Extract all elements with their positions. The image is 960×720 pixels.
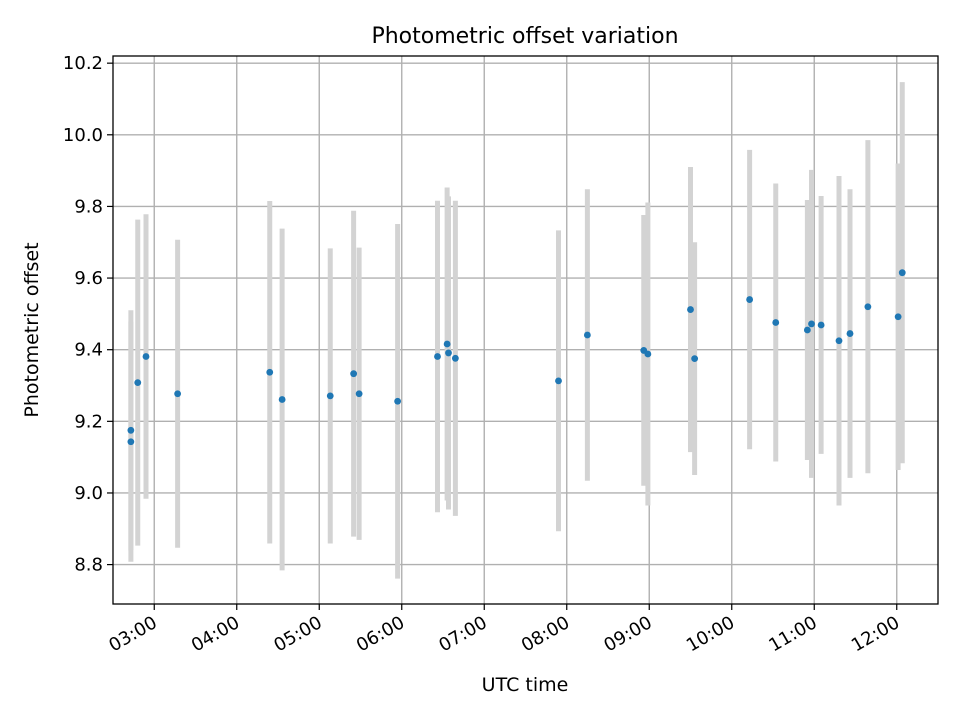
data-point [898, 269, 906, 277]
data-point [803, 326, 811, 334]
x-tick-label: 11:00 [765, 612, 820, 656]
data-point [772, 319, 780, 326]
y-axis: 8.8 9.0 9.2 9.4 9.6 9.8 10.0 10.2 [63, 53, 113, 576]
data-point [443, 340, 451, 348]
data-point [846, 330, 854, 337]
data-point [434, 353, 441, 360]
x-axis-title: UTC time [482, 674, 569, 696]
data-point [894, 313, 902, 321]
x-tick-label: 05:00 [270, 612, 325, 656]
data-point [555, 377, 562, 385]
data-point [687, 306, 694, 313]
x-axis: 03:00 04:00 05:00 06:00 07:00 08:00 09:00 10:00… [105, 604, 903, 656]
data-point [350, 370, 358, 378]
data-point [583, 331, 591, 339]
y-tick-label: 9.0 [74, 483, 103, 504]
x-tick-label: 08:00 [518, 612, 573, 656]
data-point [746, 296, 754, 303]
y-tick-label: 9.8 [74, 196, 103, 217]
data-point [808, 320, 815, 328]
data-point [691, 355, 699, 363]
x-tick-label: 09:00 [600, 612, 655, 656]
data-point [278, 396, 286, 403]
data-point [445, 349, 452, 357]
y-tick-label: 10.2 [63, 53, 103, 74]
y-tick-label: 9.6 [74, 268, 103, 289]
y-tick-label: 9.2 [74, 411, 103, 432]
y-tick-label: 10.0 [63, 125, 103, 146]
x-tick-label: 06:00 [353, 612, 408, 656]
y-axis-title: Photometric offset [21, 242, 43, 417]
chart-title: Photometric offset variation [371, 24, 678, 49]
data-point [644, 350, 652, 358]
x-tick-label: 03:00 [105, 612, 160, 656]
plot-background [113, 56, 938, 604]
data-point [835, 337, 843, 345]
data-point [174, 390, 182, 398]
x-tick-label: 10:00 [683, 612, 738, 656]
x-tick-label: 07:00 [435, 612, 490, 656]
x-tick-label: 12:00 [848, 612, 903, 656]
x-tick-label: 04:00 [188, 612, 243, 656]
y-tick-label: 8.8 [74, 555, 103, 576]
data-point [394, 397, 402, 405]
data-point [127, 426, 135, 434]
data-point [142, 353, 150, 360]
data-point [134, 379, 142, 387]
data-point [817, 321, 825, 329]
data-point [864, 303, 872, 311]
plot-frame [112, 55, 939, 605]
data-point [266, 368, 274, 376]
data-points [127, 269, 906, 446]
y-tick-label: 9.4 [74, 340, 103, 361]
data-point [355, 390, 363, 398]
data-point [451, 354, 459, 362]
data-point [326, 392, 334, 400]
data-point [127, 438, 135, 446]
